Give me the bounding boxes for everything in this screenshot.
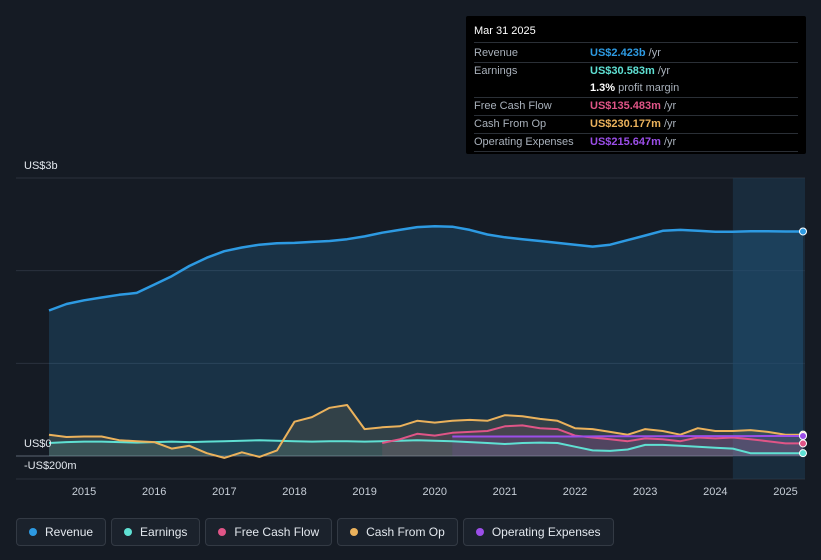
legend-item-earnings[interactable]: Earnings	[111, 518, 201, 546]
tooltip-unit: profit margin	[618, 82, 680, 94]
cash-from-op-area	[49, 405, 803, 458]
tooltip-unit: /yr	[657, 65, 671, 77]
legend-item-free-cash-flow[interactable]: Free Cash Flow	[205, 518, 333, 546]
operating-expenses-dot-icon	[475, 528, 484, 536]
earnings-end-point	[799, 449, 807, 458]
legend-label: Revenue	[45, 525, 94, 539]
operating-expenses-line	[452, 435, 803, 438]
chart-grid	[16, 177, 805, 480]
tooltip-date: Mar 31 2025	[474, 24, 798, 43]
y-label-bottom: -US$200m	[24, 460, 77, 472]
series-areas	[49, 226, 803, 458]
earnings-area	[49, 440, 803, 456]
operating-expenses-area	[452, 436, 803, 456]
tooltip-unit: /yr	[663, 118, 677, 130]
free-cash-flow-line	[381, 424, 803, 445]
tooltip-value: US$2.423b	[590, 47, 646, 59]
forecast-highlight-region	[732, 178, 805, 479]
tooltip-label: Revenue	[474, 47, 519, 59]
tooltip-label: Cash From Op	[474, 118, 547, 130]
legend-label: Earnings	[140, 525, 188, 539]
tooltip-unit: /yr	[648, 47, 661, 59]
free-cash-flow-area	[382, 425, 803, 456]
revenue-area	[49, 226, 803, 456]
tooltip-label: Operating Expenses	[474, 136, 574, 148]
revenue-line	[48, 224, 803, 312]
tooltip-value: US$30.583m	[590, 65, 655, 77]
legend-label: Operating Expenses	[491, 525, 601, 539]
tooltip-label	[474, 80, 590, 97]
legend-item-operating-expenses[interactable]: Operating Expenses	[462, 518, 614, 546]
legend-label: Cash From Op	[366, 525, 445, 539]
y-label-top: US$3b	[24, 160, 58, 172]
free-cash-flow-end-point	[799, 439, 807, 448]
series-lines	[48, 224, 803, 459]
x-tick-label: 2020	[423, 486, 447, 498]
chart-legend: Revenue Earnings Free Cash Flow Cash Fro…	[16, 518, 614, 546]
tooltip-label: Free Cash Flow	[474, 100, 552, 112]
tooltip-row-profit-margin: 1.3% profit margin	[474, 80, 798, 98]
x-tick-label: 2021	[493, 486, 517, 498]
tooltip-row-operating-expenses: Operating Expenses US$215.647m /yr	[474, 134, 798, 152]
x-tick-label: 2017	[212, 486, 236, 498]
tooltip-unit: /yr	[663, 136, 677, 148]
x-tick-label: 2018	[282, 486, 306, 498]
tooltip-row-revenue: Revenue US$2.423b /yr	[474, 45, 798, 63]
legend-item-cash-from-op[interactable]: Cash From Op	[337, 518, 458, 546]
revenue-end-point	[799, 227, 807, 236]
x-tick-label: 2023	[633, 486, 657, 498]
x-tick-label: 2019	[352, 486, 376, 498]
legend-item-revenue[interactable]: Revenue	[16, 518, 107, 546]
series-end-dots	[799, 227, 807, 458]
tooltip-value: US$135.483m	[590, 100, 661, 112]
cash-from-op-line	[48, 404, 803, 459]
earnings-line	[48, 439, 803, 455]
x-tick-label: 2016	[142, 486, 166, 498]
x-tick-label: 2024	[703, 486, 727, 498]
tooltip-row-free-cash-flow: Free Cash Flow US$135.483m /yr	[474, 98, 798, 116]
cash-from-op-dot-icon	[350, 528, 359, 536]
data-tooltip: Mar 31 2025 Revenue US$2.423b /yr Earnin…	[466, 16, 806, 154]
x-tick-label: 2022	[563, 486, 587, 498]
x-tick-label: 2025	[773, 486, 797, 498]
y-label-zero: US$0	[24, 438, 52, 450]
revenue-dot-icon	[29, 528, 37, 536]
operating-expenses-end-point	[799, 432, 807, 441]
earnings-dot-icon	[124, 528, 133, 536]
x-tick-label: 2015	[72, 486, 96, 498]
tooltip-value: US$215.647m	[590, 136, 661, 148]
free-cash-flow-dot-icon	[218, 528, 227, 536]
tooltip-label: Earnings	[474, 65, 518, 77]
tooltip-unit: /yr	[663, 100, 677, 112]
tooltip-row-cash-from-op: Cash From Op US$230.177m /yr	[474, 116, 798, 134]
tooltip-value: 1.3%	[590, 82, 616, 94]
tooltip-row-earnings: Earnings US$30.583m /yr	[474, 63, 798, 80]
tooltip-value: US$230.177m	[590, 118, 661, 130]
x-axis-ticks: 2015 2016 2017 2018 2019 2020 2021 2022 2023 2024…	[72, 486, 798, 498]
legend-label: Free Cash Flow	[234, 525, 320, 539]
